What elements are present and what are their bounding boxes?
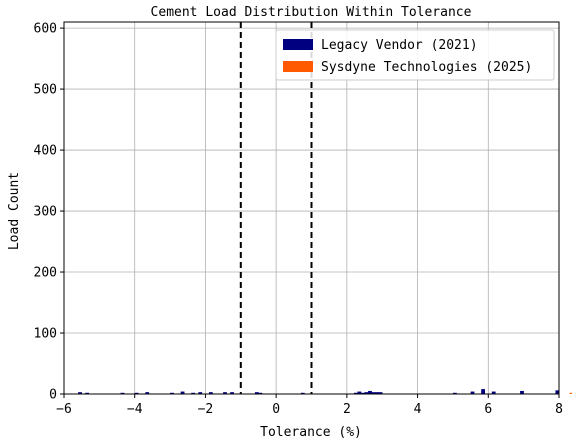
legacy-bar	[78, 392, 82, 394]
legacy-bar	[470, 391, 475, 394]
legacy-bar	[85, 392, 89, 394]
x-tick-label: 0	[272, 402, 280, 417]
legacy-bar	[481, 389, 485, 394]
series-sysdyne-bars	[569, 392, 572, 394]
legacy-bar	[170, 392, 174, 394]
reference-lines	[239, 22, 313, 394]
y-axis-ticks: 0 100 200 300 400 500 600	[34, 22, 64, 403]
legacy-bar	[191, 392, 196, 394]
legacy-bar	[120, 392, 125, 394]
sysdyne-bar	[569, 392, 572, 394]
y-tick-label: 100	[34, 327, 57, 342]
legacy-bar	[378, 392, 383, 394]
legacy-bar	[300, 392, 305, 394]
legacy-bar	[208, 392, 213, 394]
legacy-bar	[375, 392, 379, 394]
legacy-bar	[555, 390, 560, 394]
series-legacy-bars	[78, 389, 560, 394]
x-tick-label: −4	[127, 402, 143, 417]
x-axis-ticks: −6 −4 −2 0 2 4 6 8	[56, 394, 563, 417]
grid-lines	[63, 22, 560, 395]
legend-swatch-sysdyne	[283, 61, 313, 72]
legacy-bar	[371, 392, 376, 394]
x-tick-label: −6	[56, 402, 72, 417]
legacy-bar	[452, 392, 457, 394]
y-tick-label: 400	[34, 144, 57, 159]
legacy-bar	[254, 392, 259, 394]
y-tick-label: 0	[49, 388, 57, 403]
legacy-bar	[361, 392, 365, 394]
chart-title: Cement Load Distribution Within Toleranc…	[151, 5, 472, 20]
legacy-bar	[230, 392, 234, 394]
legacy-bar	[368, 390, 372, 394]
x-tick-label: 8	[555, 402, 563, 417]
legacy-bar	[353, 392, 358, 394]
legacy-bar	[134, 392, 139, 394]
legacy-bar	[520, 390, 524, 394]
x-axis-label: Tolerance (%)	[260, 425, 362, 440]
legend-label-sysdyne: Sysdyne Technologies (2025)	[321, 60, 532, 75]
x-tick-label: 2	[343, 402, 351, 417]
y-tick-label: 600	[34, 22, 57, 37]
legacy-bar	[223, 392, 227, 394]
x-tick-label: 4	[414, 402, 422, 417]
legend-label-legacy: Legacy Vendor (2021)	[321, 38, 478, 53]
legacy-bar	[357, 391, 362, 394]
legacy-bar	[491, 391, 496, 394]
legacy-bar	[145, 392, 150, 394]
y-axis-label: Load Count	[7, 172, 22, 250]
x-tick-label: −2	[198, 402, 214, 417]
y-tick-label: 200	[34, 266, 57, 281]
y-tick-label: 300	[34, 205, 57, 220]
y-tick-label: 500	[34, 83, 57, 98]
legend: Legacy Vendor (2021) Sysdyne Technologie…	[275, 29, 555, 81]
legend-box	[275, 29, 555, 81]
legacy-bar	[258, 392, 263, 394]
x-tick-label: 6	[484, 402, 492, 417]
legend-swatch-legacy	[283, 39, 313, 50]
legacy-bar	[198, 392, 203, 394]
legacy-bar	[364, 392, 369, 394]
legacy-bar	[180, 391, 185, 394]
plot-frame	[63, 21, 560, 395]
